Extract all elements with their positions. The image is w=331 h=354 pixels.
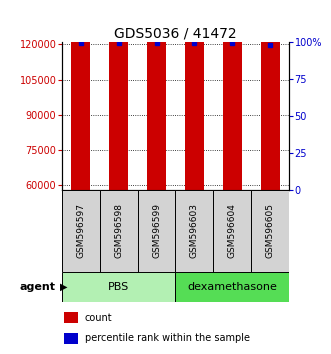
Bar [138, 190, 175, 272]
Text: GSM596604: GSM596604 [228, 204, 237, 258]
Bar [175, 190, 213, 272]
Bar [260, 40, 280, 190]
Text: PBS: PBS [108, 282, 129, 292]
Text: percentile rank within the sample: percentile rank within the sample [85, 333, 250, 343]
Title: GDS5036 / 41472: GDS5036 / 41472 [114, 27, 237, 41]
Bar [62, 272, 175, 302]
Bar [251, 190, 289, 272]
Text: GSM596603: GSM596603 [190, 204, 199, 258]
Bar [64, 312, 78, 323]
Bar [175, 272, 289, 302]
Bar [64, 333, 78, 344]
Text: dexamethasone: dexamethasone [187, 282, 277, 292]
Bar [109, 0, 128, 190]
Text: count: count [85, 313, 112, 322]
Text: GSM596605: GSM596605 [265, 204, 275, 258]
Bar [223, 0, 242, 190]
Bar [71, 23, 90, 190]
Bar [100, 190, 138, 272]
Text: ▶: ▶ [60, 282, 68, 292]
Text: agent: agent [20, 282, 55, 292]
Bar [213, 190, 251, 272]
Text: GSM596598: GSM596598 [114, 204, 123, 258]
Text: GSM596599: GSM596599 [152, 204, 161, 258]
Bar [147, 0, 166, 190]
Text: GSM596597: GSM596597 [76, 204, 85, 258]
Bar [62, 190, 100, 272]
Bar [185, 2, 204, 190]
